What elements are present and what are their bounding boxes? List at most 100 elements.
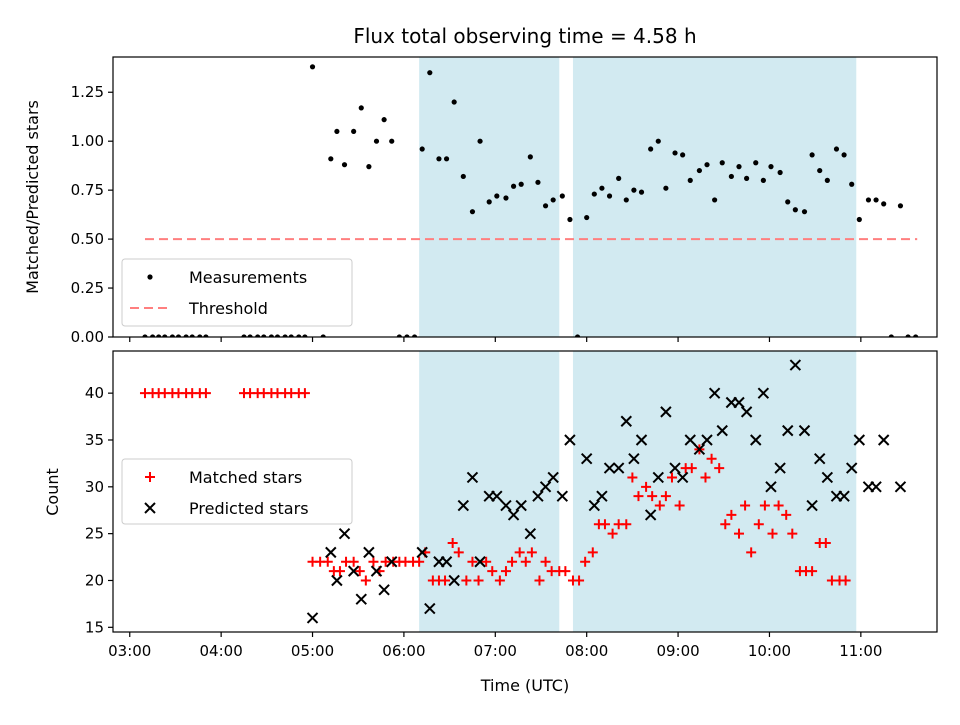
top-point-0-79	[785, 199, 791, 205]
bottom-y-tick-label-2: 25	[85, 525, 104, 543]
top-point-0-10	[241, 334, 247, 337]
bottom-legend-marker-0	[145, 472, 155, 482]
bottom-matched-point-95	[807, 566, 818, 577]
x-axis-label: Time (UTC)	[480, 676, 569, 695]
bottom-predicted-point-14	[448, 574, 460, 587]
bottom-matched-point-75	[674, 500, 685, 511]
bottom-predicted-point-29	[580, 453, 593, 465]
bottom-predicted-point-57	[806, 499, 818, 512]
bottom-predicted-point-53	[774, 462, 786, 474]
x-tick-label-7: 10:00	[748, 642, 791, 660]
top-point-0-4	[169, 334, 176, 337]
top-point-0-94	[905, 334, 911, 337]
bottom-predicted-point-43	[693, 443, 706, 456]
bottom-predicted-point-45	[708, 387, 721, 399]
top-point-0-37	[443, 156, 450, 162]
top-point-0-5	[175, 334, 182, 337]
bottom-predicted-point-52	[765, 481, 777, 493]
top-point-0-36	[436, 156, 442, 162]
bottom-shaded-interval-0	[419, 351, 560, 632]
bottom-matched-point-70	[641, 481, 652, 492]
bottom-y-tick-label-3: 30	[85, 478, 104, 496]
bottom-axes-frame	[112, 350, 938, 633]
bottom-predicted-point-28	[564, 434, 576, 446]
top-point-0-95	[913, 334, 919, 337]
top-legend-box	[121, 258, 353, 327]
top-point-0-43	[494, 193, 500, 199]
bottom-predicted-point-25	[539, 481, 552, 493]
top-point-0-68	[696, 167, 702, 174]
x-tick-label-8: 11:00	[839, 642, 882, 660]
bottom-y-tick-label-1: 20	[85, 571, 104, 589]
bottom-predicted-point-38	[652, 471, 664, 484]
top-point-0-80	[792, 207, 798, 213]
x-tick-label-5: 08:00	[565, 642, 608, 660]
bottom-legend-box	[121, 458, 353, 525]
bottom-matched-point-43	[461, 575, 472, 586]
bottom-predicted-point-41	[676, 471, 689, 484]
top-point-0-19	[302, 334, 308, 337]
top-y-tick-label-1: 0.25	[71, 279, 104, 297]
bottom-predicted-point-22	[515, 499, 527, 512]
bottom-shaded-interval-1	[572, 351, 857, 632]
bottom-predicted-point-7	[370, 565, 383, 577]
bottom-predicted-point-13	[440, 556, 453, 568]
top-point-0-7	[189, 334, 195, 337]
top-point-0-58	[616, 175, 622, 181]
bottom-predicted-point-48	[733, 396, 745, 409]
bottom-matched-point-52	[520, 556, 531, 567]
bottom-matched-point-88	[759, 500, 770, 511]
bottom-predicted-point-50	[750, 434, 762, 446]
top-point-0-31	[396, 334, 402, 337]
top-point-0-70	[712, 197, 718, 203]
bottom-predicted-point-4	[347, 565, 360, 577]
bottom-matched-point-40	[440, 575, 451, 586]
top-point-0-55	[591, 191, 597, 197]
bottom-matched-point-74	[666, 472, 677, 483]
bottom-matched-point-92	[787, 528, 798, 539]
bottom-predicted-point-35	[628, 453, 640, 465]
top-point-0-93	[897, 203, 904, 209]
top-y-tick-label-4: 1.00	[71, 132, 104, 150]
bottom-matched-point-22	[322, 556, 333, 567]
top-point-0-52	[567, 216, 573, 223]
top-point-0-78	[777, 169, 783, 176]
bottom-predicted-point-6	[363, 546, 375, 559]
top-point-0-82	[809, 152, 815, 158]
bottom-predicted-point-1	[325, 546, 337, 559]
top-point-0-17	[288, 334, 294, 337]
bottom-matched-point-47	[487, 566, 498, 577]
top-point-0-23	[334, 128, 340, 135]
bottom-predicted-point-8	[378, 584, 390, 596]
top-axes-frame	[112, 56, 938, 338]
top-point-0-69	[704, 162, 710, 168]
bottom-predicted-point-20	[500, 499, 512, 512]
bottom-matched-point-24	[334, 566, 345, 577]
bottom-matched-point-41	[447, 538, 458, 549]
top-point-0-62	[648, 146, 654, 152]
bottom-matched-point-62	[587, 547, 598, 558]
bottom-matched-point-9	[200, 388, 211, 399]
bottom-matched-point-79	[700, 472, 711, 483]
x-tick-label-6: 09:00	[656, 642, 699, 660]
top-point-0-49	[542, 203, 549, 209]
top-point-0-3	[162, 334, 168, 337]
top-point-0-81	[801, 209, 808, 215]
top-point-0-54	[584, 214, 590, 221]
bottom-y-tick-label-5: 40	[85, 384, 104, 402]
top-point-0-88	[856, 216, 862, 223]
bottom-predicted-point-49	[740, 406, 753, 418]
bottom-matched-point-19	[299, 388, 310, 399]
bottom-matched-point-85	[740, 500, 751, 511]
bottom-predicted-point-27	[556, 490, 569, 502]
top-point-0-47	[527, 154, 533, 160]
top-point-0-33	[411, 334, 418, 337]
bottom-predicted-point-2	[331, 574, 343, 587]
top-point-0-2	[156, 334, 162, 337]
bottom-predicted-point-23	[524, 527, 537, 540]
bottom-matched-point-54	[534, 575, 545, 586]
bottom-y-tick-label-4: 35	[85, 431, 104, 449]
top-legend-label-0: Measurements	[189, 268, 307, 287]
top-point-0-24	[341, 162, 348, 168]
bottom-legend-label-0: Matched stars	[189, 468, 302, 487]
